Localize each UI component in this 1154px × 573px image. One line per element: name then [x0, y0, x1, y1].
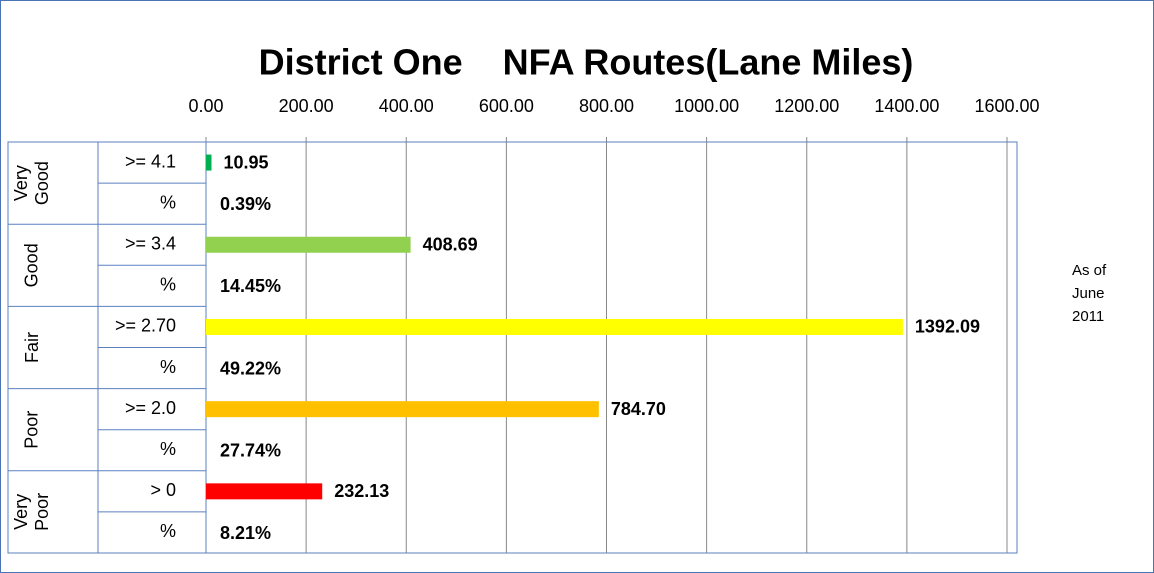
x-tick-label: 1400.00: [874, 96, 939, 116]
group-label: Good: [32, 161, 52, 205]
bar: [206, 401, 599, 418]
percent-row-label: %: [160, 439, 176, 459]
percentage-label: 27.74%: [220, 441, 281, 461]
percentage-label: 14.45%: [220, 276, 281, 296]
x-tick-label: 1200.00: [774, 96, 839, 116]
value-label: 784.70: [611, 399, 666, 419]
group-label: Good: [22, 243, 42, 287]
value-label: 408.69: [423, 235, 478, 255]
x-tick-label: 600.00: [479, 96, 534, 116]
annotation: 2011: [1072, 308, 1104, 325]
group-label: Poor: [32, 493, 52, 531]
percent-row-label: %: [160, 275, 176, 295]
category-label: >= 2.0: [125, 398, 176, 418]
category-label: >= 3.4: [125, 234, 176, 254]
category-label: > 0: [150, 480, 176, 500]
x-tick-label: 1000.00: [674, 96, 739, 116]
x-tick-label: 800.00: [579, 96, 634, 116]
percent-row-label: %: [160, 192, 176, 212]
group-label: Fair: [22, 332, 42, 363]
category-label: >= 2.70: [115, 316, 176, 336]
percentage-label: 8.21%: [220, 523, 271, 543]
x-tick-label: 400.00: [379, 96, 434, 116]
category-label: >= 4.1: [125, 151, 176, 171]
x-tick-label: 200.00: [279, 96, 334, 116]
x-tick-label: 0.00: [188, 96, 223, 116]
bar: [206, 236, 411, 253]
bar: [206, 154, 212, 171]
x-tick-label: 1600.00: [974, 96, 1039, 116]
percent-row-label: %: [160, 521, 176, 541]
percent-row-label: %: [160, 357, 176, 377]
percentage-label: 0.39%: [220, 194, 271, 214]
annotation: June: [1072, 285, 1105, 302]
group-label: Very: [11, 165, 31, 201]
value-label: 232.13: [334, 481, 389, 501]
bar: [206, 483, 323, 500]
percentage-label: 49.22%: [220, 358, 281, 378]
annotation: As of: [1072, 262, 1107, 279]
group-label: Very: [11, 494, 31, 530]
group-label: Poor: [22, 411, 42, 449]
value-label: 1392.09: [915, 317, 980, 337]
value-label: 10.95: [223, 152, 268, 172]
chart-title: District One NFA Routes(Lane Miles): [259, 42, 914, 83]
bar: [206, 318, 903, 335]
